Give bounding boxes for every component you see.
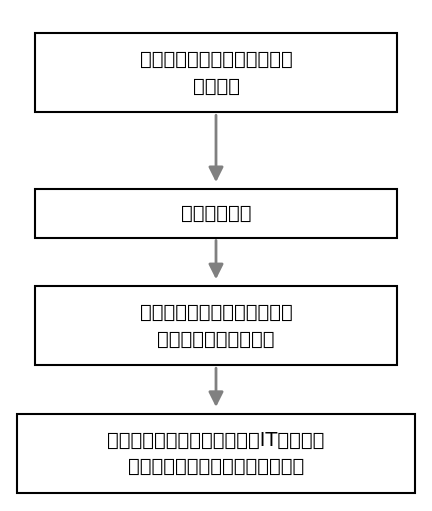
Bar [35,189,397,238]
Bar [35,33,397,112]
Bar [35,286,397,365]
Text: 功率密度均匀的数据中心机房
参数设置: 功率密度均匀的数据中心机房 参数设置 [140,50,292,96]
Text: 计算网格生成: 计算网格生成 [181,204,251,223]
Text: 功率密度均匀的数据中心机房
气流组织情况仿真分析: 功率密度均匀的数据中心机房 气流组织情况仿真分析 [140,303,292,349]
Text: 对待实施数据中心机房实际的IT设备参数
进行设置和部署，开展仿真分析。: 对待实施数据中心机房实际的IT设备参数 进行设置和部署，开展仿真分析。 [107,431,325,476]
Bar [17,414,415,493]
